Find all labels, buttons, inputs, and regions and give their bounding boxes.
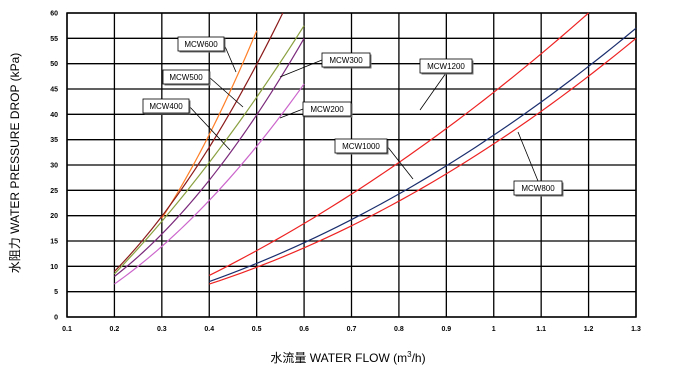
series-line-mcw200 <box>114 83 305 285</box>
x-tick-label: 1.3 <box>631 326 641 333</box>
x-tick-label: 0.1 <box>62 326 72 333</box>
callout-box <box>321 52 371 68</box>
callout-label: MCW500 <box>169 73 203 82</box>
y-tick-label: 45 <box>50 87 58 94</box>
callout-box <box>302 101 352 117</box>
callout-box <box>513 180 563 196</box>
y-tick-label: 5 <box>54 289 58 296</box>
callout-label: MCW300 <box>329 56 363 65</box>
callout-label: MCW800 <box>521 184 555 193</box>
y-tick-label: 30 <box>50 163 58 170</box>
x-tick-labels: 0.1 0.2 0.3 0.4 0.5 0.6 0.7 0.8 0.9 1 1.1 1.2 1.3 <box>62 326 641 333</box>
series-line-mcw1200 <box>208 12 589 276</box>
callout-box <box>142 98 190 114</box>
series-line-mcw800 <box>209 37 637 285</box>
y-tick-label: 0 <box>54 315 58 322</box>
series-line-mcw1000 <box>209 27 637 283</box>
callout-label: MCW1200 <box>427 62 465 71</box>
series-callouts: MCW600 MCW500 MCW300 MCW400 MCW200 MCW1200 MCW… <box>142 36 564 197</box>
x-tick-label: 1 <box>492 326 496 333</box>
callout-leader <box>517 131 539 182</box>
callout-mcw600: MCW600 <box>177 36 237 73</box>
callout-leader <box>419 72 447 111</box>
x-tick-label: 0.9 <box>441 326 451 333</box>
x-tick-label: 0.5 <box>252 326 262 333</box>
x-tick-label: 0.7 <box>347 326 357 333</box>
callout-label: MCW600 <box>184 40 218 49</box>
x-tick-label: 0.2 <box>110 326 120 333</box>
y-tick-labels: 0 5 10 15 20 25 30 35 40 45 50 55 60 <box>50 11 58 322</box>
callout-mcw200: MCW200 <box>279 101 353 119</box>
series-line-mcw500 <box>113 12 284 272</box>
y-tick-label: 35 <box>50 137 58 144</box>
callout-box <box>419 58 473 74</box>
y-tick-label: 15 <box>50 239 58 246</box>
callout-leader <box>188 105 231 151</box>
x-tick-label: 0.4 <box>204 326 214 333</box>
callout-mcw800: MCW800 <box>513 131 564 197</box>
x-tick-label: 1.1 <box>536 326 546 333</box>
series-line-mcw400 <box>114 38 305 277</box>
y-tick-label: 25 <box>50 188 58 195</box>
callout-mcw1000: MCW1000 <box>334 138 414 180</box>
callout-box <box>162 69 210 85</box>
y-tick-label: 60 <box>50 11 58 18</box>
callout-box <box>334 138 388 154</box>
callout-leader <box>279 59 323 78</box>
y-tick-label: 20 <box>50 213 58 220</box>
x-tick-label: 0.3 <box>157 326 167 333</box>
y-tick-label: 40 <box>50 112 58 119</box>
callout-leader <box>208 76 244 108</box>
callout-label: MCW1000 <box>342 142 380 151</box>
series-lines <box>113 12 637 285</box>
x-tick-label: 1.2 <box>584 326 594 333</box>
plot-frame <box>66 12 637 318</box>
series-line-mcw600 <box>161 30 258 219</box>
callout-mcw500: MCW500 <box>162 69 244 108</box>
x-tick-label: 0.6 <box>299 326 309 333</box>
y-axis-title: 水阻力 WATER PRESSURE DROP (kPa) <box>8 53 22 274</box>
y-tick-label: 55 <box>50 36 58 43</box>
y-tick-label: 50 <box>50 61 58 68</box>
callout-leader <box>223 43 237 73</box>
callout-label: MCW400 <box>149 102 183 111</box>
x-tick-label: 0.8 <box>394 326 404 333</box>
callout-leader <box>279 108 304 119</box>
callout-leader <box>386 145 414 180</box>
callout-mcw1200: MCW1200 <box>419 58 474 111</box>
series-line-mcw300 <box>113 25 305 275</box>
callout-mcw400: MCW400 <box>142 98 231 151</box>
callout-box <box>177 36 225 52</box>
callout-mcw300: MCW300 <box>279 52 372 78</box>
x-axis-title: 水流量 WATER FLOW (m3/h) <box>270 350 425 365</box>
y-tick-label: 10 <box>50 264 58 271</box>
callout-label: MCW200 <box>310 105 344 114</box>
